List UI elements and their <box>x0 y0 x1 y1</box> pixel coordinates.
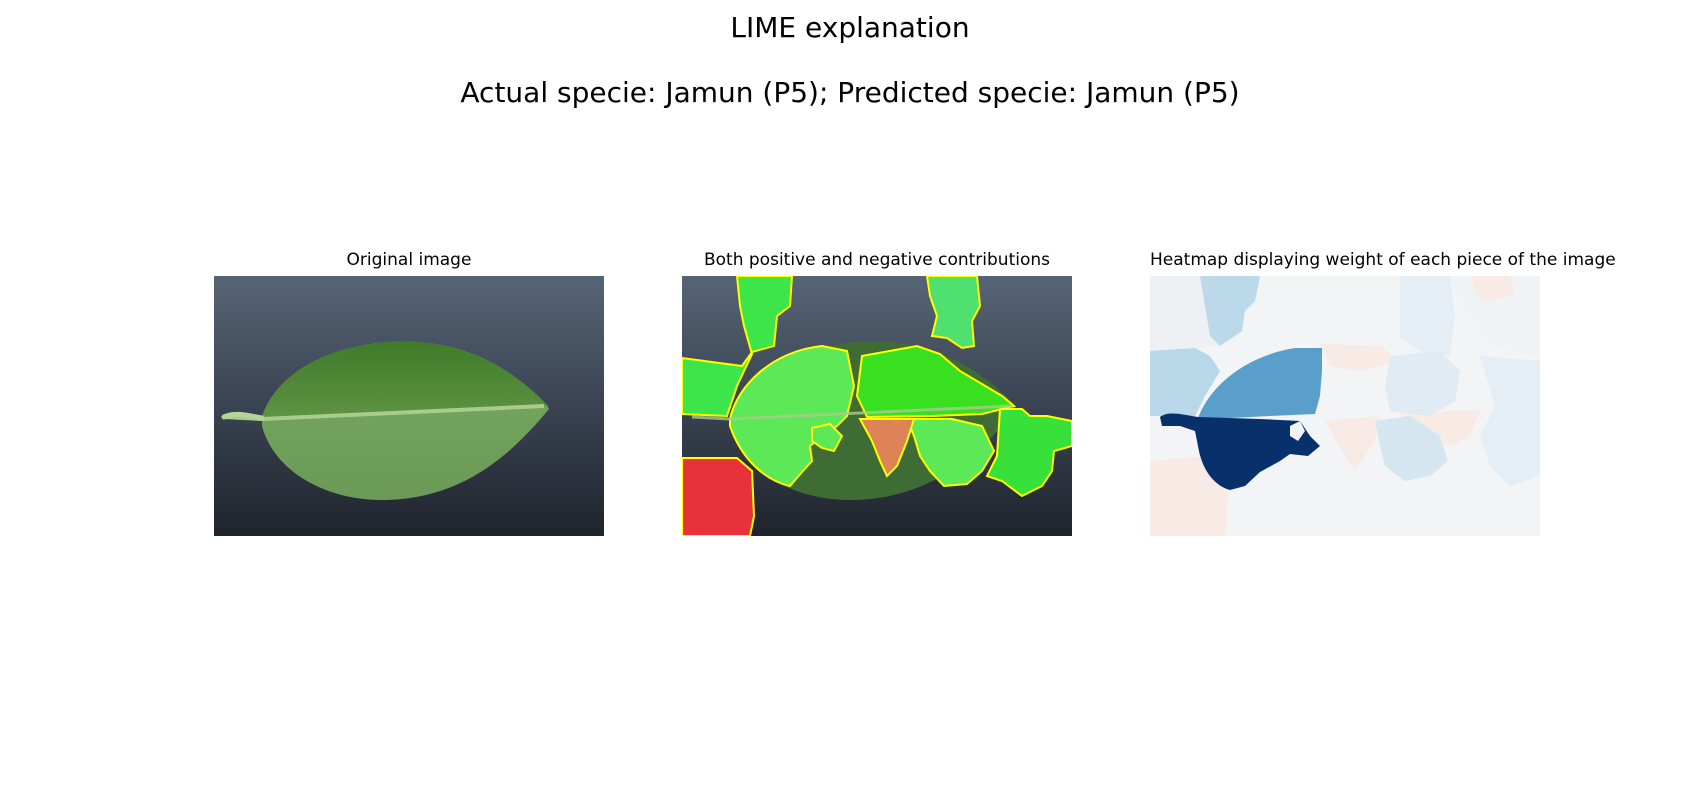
heatmap-title: Heatmap displaying weight of each piece … <box>1150 250 1616 270</box>
figure-subtitle: Actual specie: Jamun (P5); Predicted spe… <box>460 76 1240 109</box>
original-image <box>214 276 604 536</box>
heatmap-image <box>1150 276 1540 536</box>
contributions-image <box>682 276 1072 536</box>
original-image-title: Original image <box>346 250 472 270</box>
figure-title: LIME explanation <box>730 11 970 44</box>
contributions-title: Both positive and negative contributions <box>703 250 1051 270</box>
